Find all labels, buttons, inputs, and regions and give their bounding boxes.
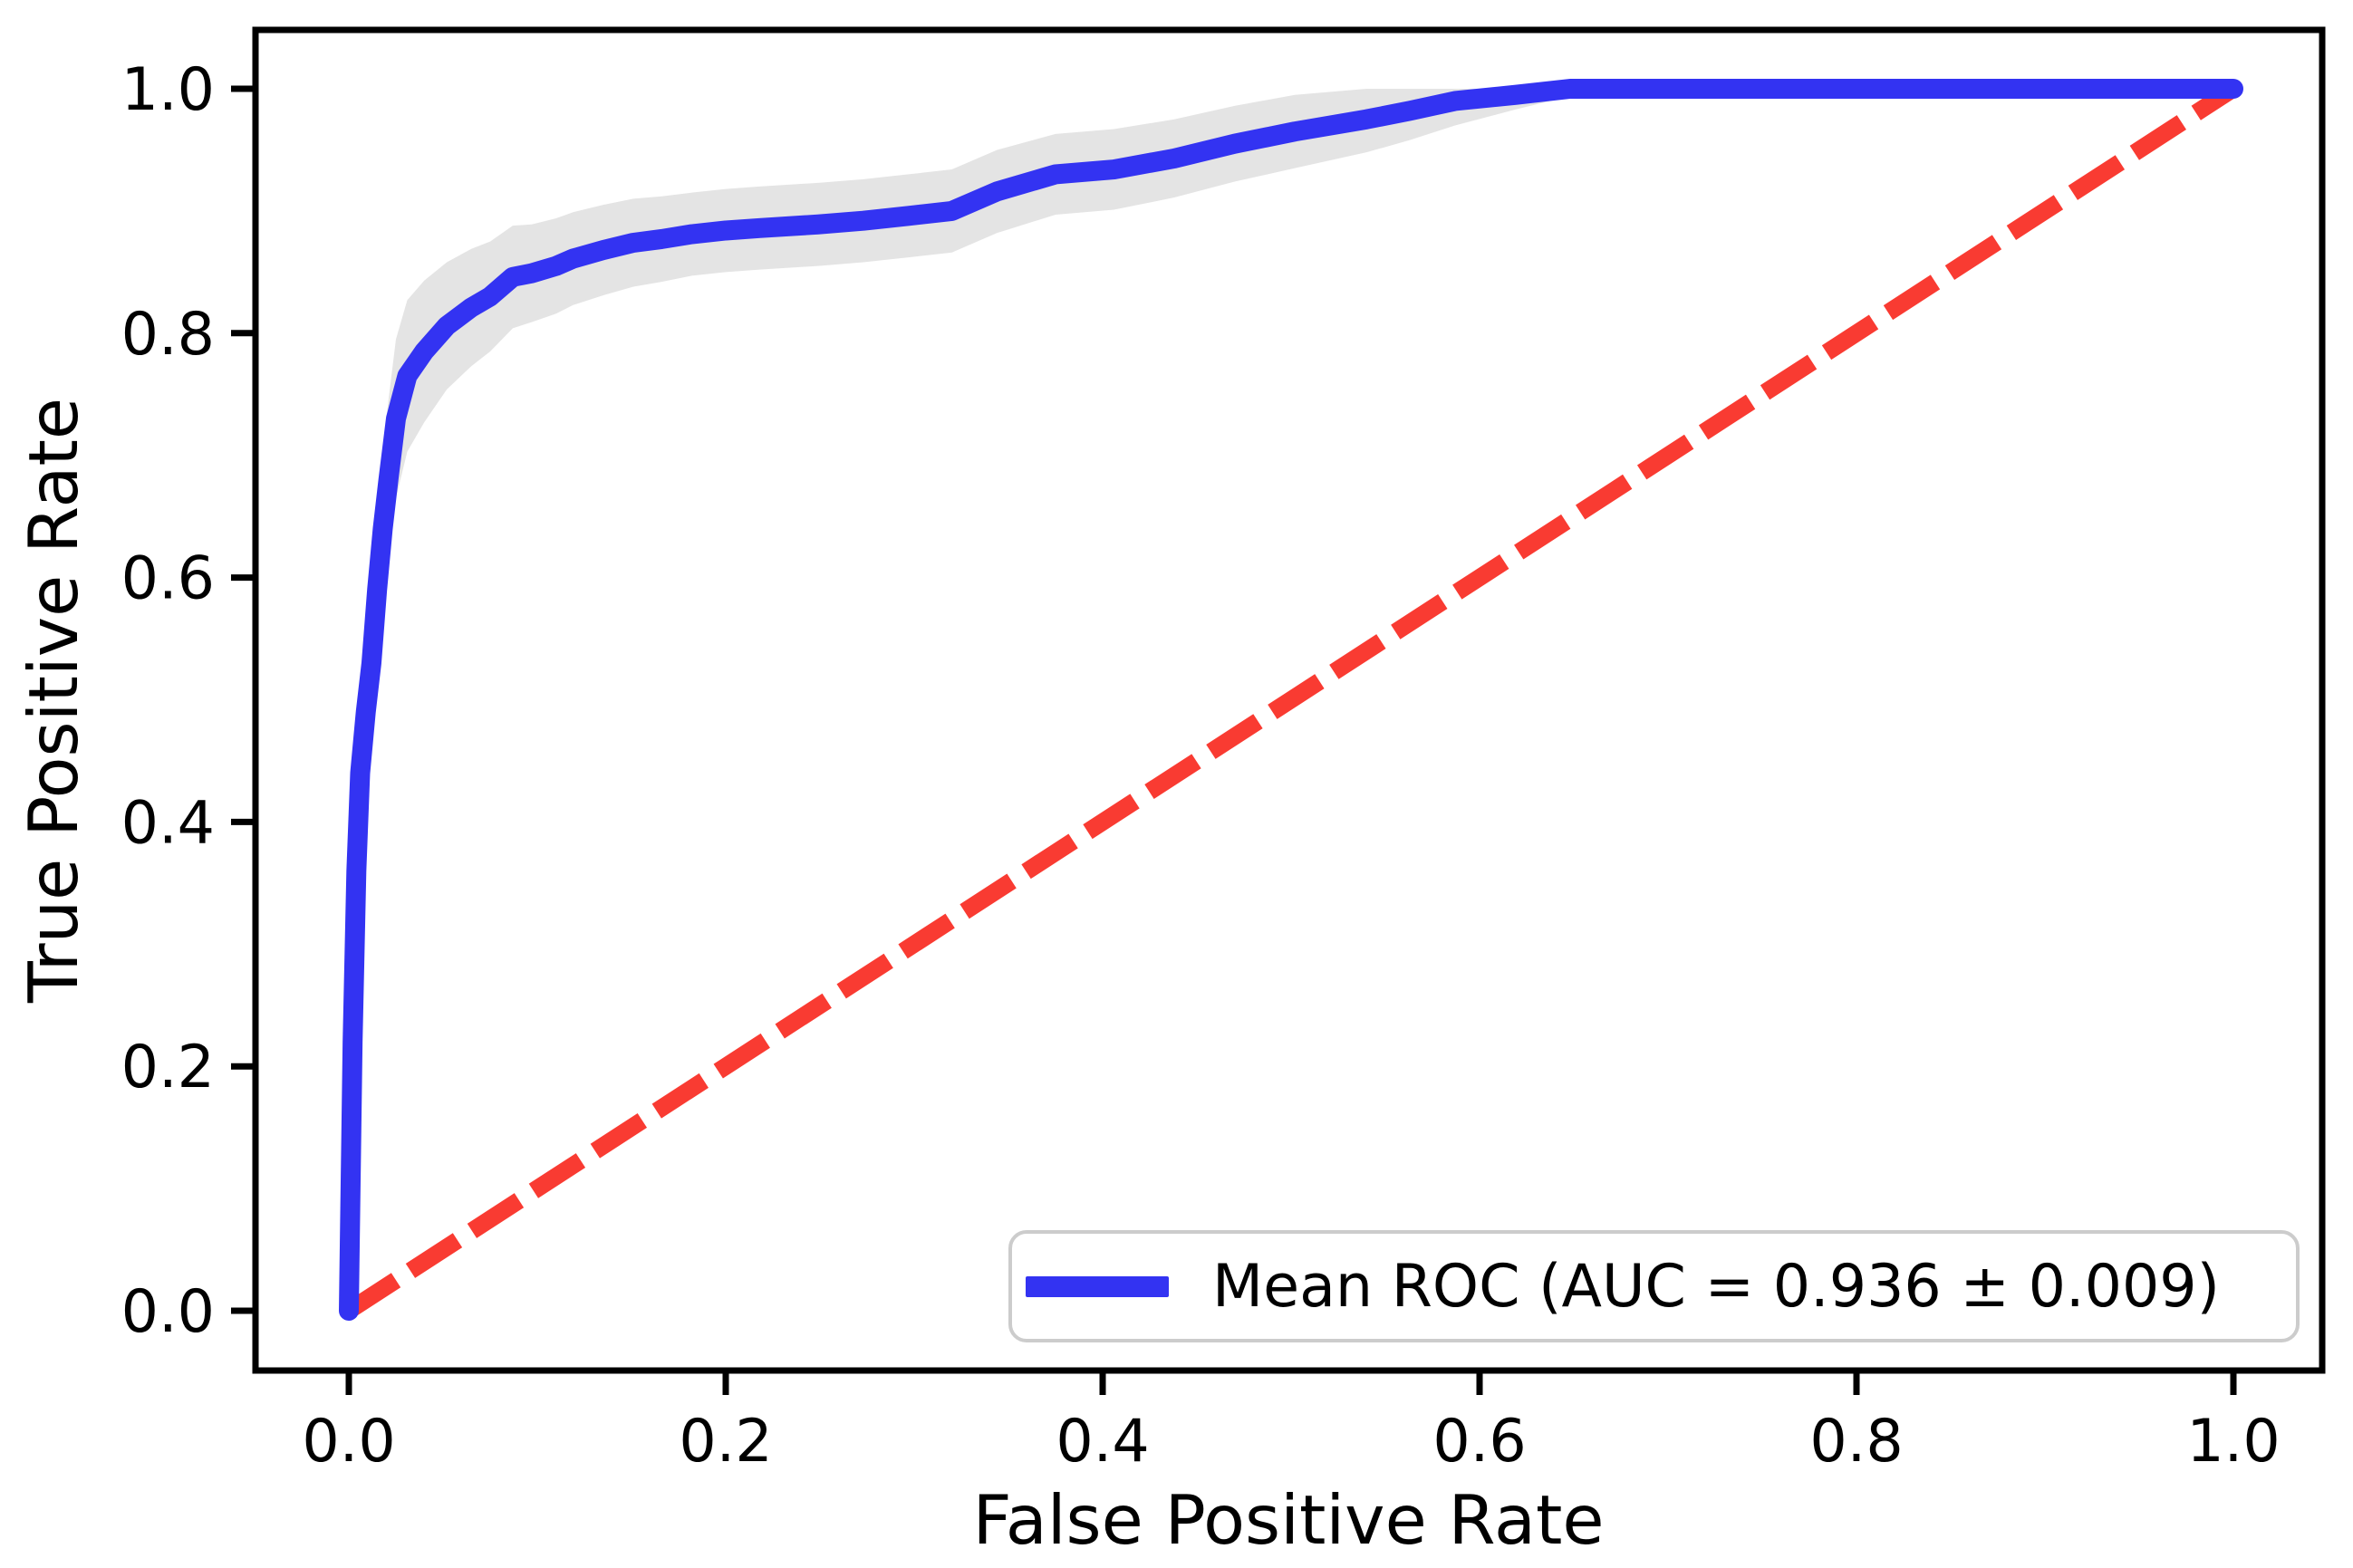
- chance-diagonal-line: [343, 82, 2239, 1318]
- legend-mean-roc-label: Mean ROC (AUC = 0.936 ± 0.009): [1212, 1252, 2221, 1321]
- y-tick-5-label: 1.0: [121, 56, 215, 124]
- x-tick-2-label: 0.4: [1056, 1408, 1149, 1476]
- y-tick-2-label: 0.4: [121, 789, 215, 857]
- x-axis-label: False Positive Rate: [972, 1480, 1605, 1560]
- mean-roc-line: [339, 79, 2243, 1321]
- y-axis-ticks: 0.0 0.2 0.4 0.6 0.8 1.0: [121, 56, 253, 1346]
- x-tick-1-label: 0.2: [679, 1408, 772, 1476]
- legend-box: Mean ROC (AUC = 0.936 ± 0.009): [1008, 1230, 2300, 1342]
- x-axis-ticks: 0.0 0.2 0.4 0.6 0.8 1.0: [302, 1373, 2281, 1476]
- legend-mean-roc-swatch: [1026, 1275, 1169, 1297]
- y-tick-4-label: 0.8: [121, 301, 215, 369]
- axes-frame: [252, 26, 2326, 1374]
- x-tick-4-label: 0.8: [1809, 1408, 1903, 1476]
- x-tick-5-label: 1.0: [2186, 1408, 2280, 1476]
- x-tick-3-label: 0.6: [1432, 1408, 1526, 1476]
- y-tick-1-label: 0.2: [121, 1034, 215, 1101]
- y-axis-label: True Positive Rate: [14, 397, 94, 1004]
- y-tick-3-label: 0.6: [121, 545, 215, 613]
- x-tick-0-label: 0.0: [302, 1408, 395, 1476]
- y-tick-0-label: 0.0: [121, 1278, 215, 1346]
